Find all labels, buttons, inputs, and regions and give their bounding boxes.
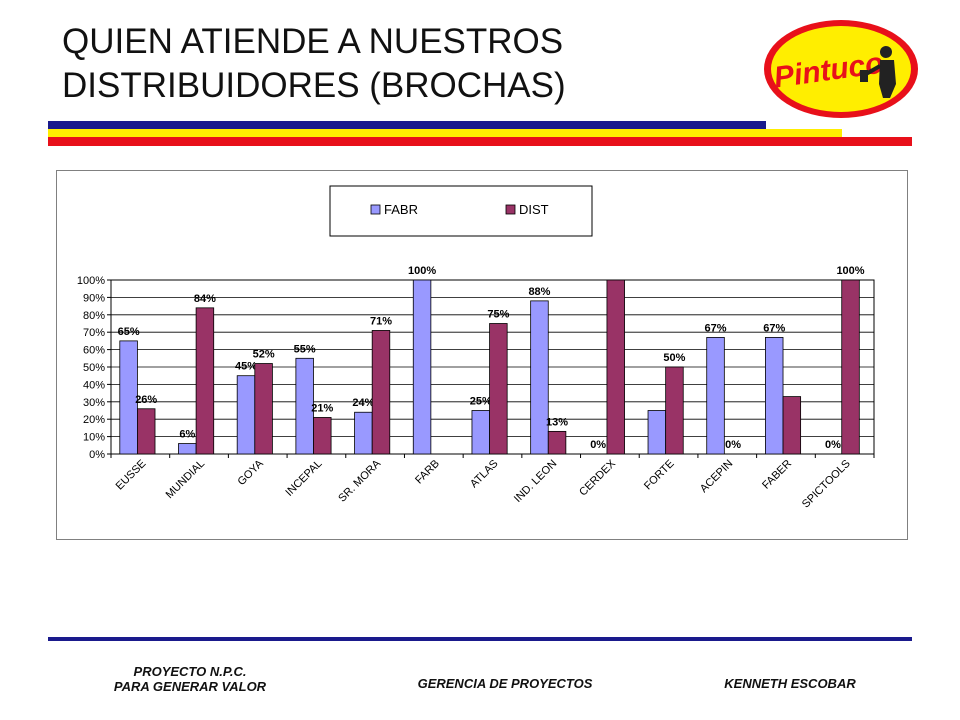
legend-box [329,185,593,237]
bar-dist [665,366,684,455]
data-label: 0% [590,439,606,451]
legend-swatch-dist [505,204,516,215]
y-tick-label: 40% [83,379,105,391]
chart-area: FABR DIST 0% 10% 20% 30% 40% 50% 60% 70% 80% 90% 1… [56,170,908,540]
footer-project-line-2: PARA GENERAR VALOR [113,679,267,694]
data-label: 84% [194,293,216,305]
data-label: 13% [546,416,568,428]
y-tick-label: 90% [83,292,105,304]
x-category-label: IND. LEON [512,458,559,505]
data-label: 65% [118,326,140,338]
bar-dist [313,417,332,455]
data-label: 100% [408,265,436,277]
x-category-label: FORTE [642,458,677,493]
y-tick-label: 60% [83,345,105,357]
bar-dist [841,279,860,455]
x-category-label: EUSSE [114,458,149,493]
x-category-label: GOYA [235,457,266,488]
bar-fabr [236,375,256,455]
bar-fabr [765,337,784,455]
y-tick-label: 10% [83,432,105,444]
data-label: 75% [487,309,509,321]
bar-dist [782,396,802,455]
data-label: 71% [370,315,392,327]
bar-fabr [530,300,549,455]
x-category-label: FABER [760,458,794,492]
bar-fabr [295,357,314,455]
header-stripe-red [48,137,912,146]
y-tick-label: 20% [83,414,105,426]
data-label: 0% [825,439,841,451]
x-category-label: FARB [413,458,442,487]
data-label: 67% [763,322,785,334]
data-label: 88% [528,286,550,298]
data-label: 45% [235,361,257,373]
x-category-label: SPICTOOLS [800,458,853,511]
plot-area: 0% 10% 20% 30% 40% 50% 60% 70% 80% 90% 100% 65% 26% E… [77,265,875,511]
data-label: 21% [311,402,333,414]
y-tick-label: 0% [89,449,105,461]
y-tick-label: 80% [83,310,105,322]
data-label: 52% [253,349,275,361]
bar-dist [195,307,215,455]
legend-swatch-fabr [370,204,381,215]
bar-dist [137,408,156,455]
y-tick-label: 100% [77,275,105,287]
data-label: 25% [470,396,492,408]
footer-department: GERENCIA DE PROYECTOS [417,676,593,691]
bar-chart: FABR DIST 0% 10% 20% 30% 40% 50% 60% 70% 80% 90% 1… [77,185,875,511]
data-label: 100% [836,265,864,277]
data-label: 55% [294,343,316,355]
bar-fabr [119,340,138,455]
bar-fabr [706,337,725,455]
x-category-label: MUNDIAL [164,458,207,501]
title-line-1: QUIEN ATIENDE A NUESTROS [62,22,564,61]
legend-label-fabr: FABR [384,202,418,217]
x-category-label: ACEPIN [698,458,735,495]
header-stripe-blue [48,121,766,129]
pintuco-logo: Pintuco [764,20,918,118]
bar-fabr [412,279,432,455]
x-category-label: CERDEX [577,457,618,498]
header-stripe-yellow [48,129,842,137]
x-category-label: SR. MORA [336,457,383,504]
footer-author: KENNETH ESCOBAR [724,676,856,691]
bar-dist [489,323,508,455]
data-label: 24% [352,397,374,409]
bar-fabr [647,410,667,455]
x-category-label: ATLAS [468,458,501,491]
slide-title: QUIEN ATIENDE A NUESTROS DISTRIBUIDORES … [62,20,722,108]
y-tick-label: 50% [83,362,105,374]
title-line-2: DISTRIBUIDORES (BROCHAS) [62,66,566,105]
footer-project: PROYECTO N.P.C. PARA GENERAR VALOR [90,664,290,694]
legend-label-dist: DIST [519,202,549,217]
data-label: 6% [179,429,195,441]
bar-fabr [178,443,197,455]
y-tick-label: 70% [83,327,105,339]
bar-fabr [354,411,373,455]
legend: FABR DIST [329,185,593,237]
bar-fabr [471,410,490,455]
bar-dist [254,363,273,455]
data-label: 67% [705,322,727,334]
y-tick-label: 30% [83,397,105,409]
x-category-label: INCEPAL [283,458,324,499]
bar-dist [547,430,567,455]
data-label: 50% [663,352,685,364]
data-label: 26% [135,394,157,406]
footer-stripe [48,637,912,641]
bar-dist [371,330,391,455]
footer-project-line-1: PROYECTO N.P.C. [133,664,247,679]
data-label: 0% [725,439,741,451]
bar-dist [606,279,625,455]
